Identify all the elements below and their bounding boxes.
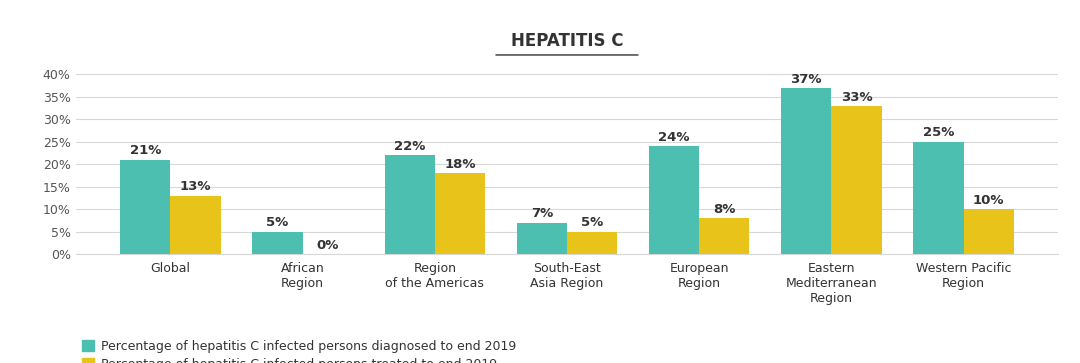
Title: HEPATITIS C: HEPATITIS C [511, 32, 623, 50]
Text: 33%: 33% [840, 90, 873, 103]
Text: 5%: 5% [581, 216, 604, 229]
Bar [963, 209, 1014, 254]
Text: 22%: 22% [394, 140, 426, 153]
Bar [120, 160, 171, 254]
Bar [516, 223, 567, 254]
Text: 25%: 25% [922, 126, 954, 139]
Legend: Percentage of hepatitis C infected persons diagnosed to end 2019, Percentage of : Percentage of hepatitis C infected perso… [82, 340, 516, 363]
Bar [384, 155, 435, 254]
Text: 18%: 18% [444, 158, 475, 171]
Text: 0%: 0% [316, 239, 339, 252]
Text: 7%: 7% [530, 207, 553, 220]
Text: 10%: 10% [973, 194, 1004, 207]
Bar [832, 106, 881, 254]
Bar [699, 218, 750, 254]
Bar [914, 142, 963, 254]
Bar [649, 146, 699, 254]
Bar [435, 173, 485, 254]
Bar [781, 88, 832, 254]
Bar [171, 196, 220, 254]
Text: 37%: 37% [791, 73, 822, 86]
Text: 24%: 24% [659, 131, 690, 144]
Bar [567, 232, 618, 254]
Text: 5%: 5% [267, 216, 288, 229]
Text: 13%: 13% [180, 180, 212, 193]
Text: 21%: 21% [130, 144, 161, 158]
Bar [253, 232, 302, 254]
Text: 8%: 8% [713, 203, 735, 216]
